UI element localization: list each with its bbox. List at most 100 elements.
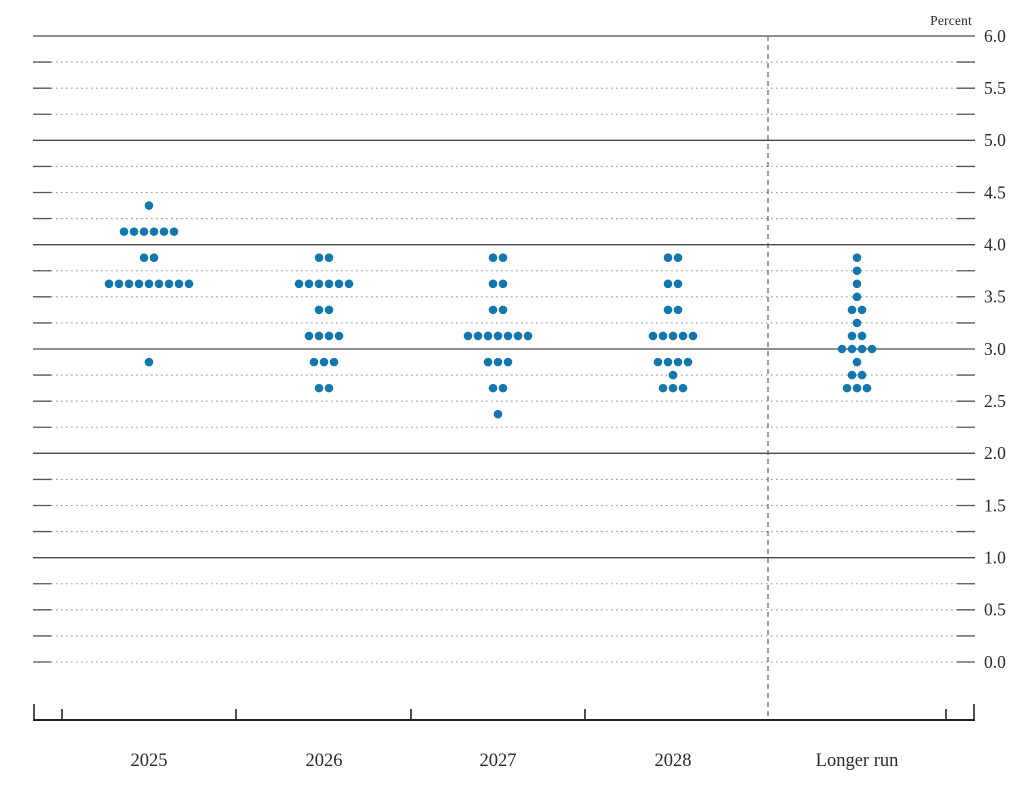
projection-dot: [134, 279, 144, 289]
projection-dot: [324, 253, 334, 263]
projection-dot: [493, 331, 503, 341]
y-axis-label: 3.5: [984, 287, 1006, 307]
projection-dot: [867, 344, 877, 354]
projection-dot: [314, 253, 324, 263]
projection-dot: [184, 279, 194, 289]
projection-dot: [688, 331, 698, 341]
projection-dot: [678, 383, 688, 393]
y-axis-label: 5.0: [984, 130, 1006, 150]
y-axis-label: 4.0: [984, 234, 1006, 254]
projection-dot: [324, 305, 334, 315]
projection-dot: [498, 253, 508, 263]
y-axis-label: 1.0: [984, 547, 1006, 567]
projection-dot: [668, 370, 678, 380]
projection-dot: [104, 279, 114, 289]
projection-dot: [329, 357, 339, 367]
projection-dot: [294, 279, 304, 289]
projection-dot: [314, 279, 324, 289]
projection-dot: [668, 383, 678, 393]
projection-dot: [498, 383, 508, 393]
projection-dot: [119, 227, 129, 236]
projection-dot: [857, 370, 867, 380]
projection-dot: [144, 279, 154, 289]
projection-dot: [144, 357, 154, 367]
projection-dot: [862, 383, 872, 393]
projection-dot: [847, 331, 857, 341]
projection-dot: [164, 279, 174, 289]
projection-dot: [683, 357, 693, 367]
projection-dot: [513, 331, 523, 341]
y-axis-label: 2.5: [984, 391, 1006, 411]
projection-dot: [334, 331, 344, 341]
projection-dot: [493, 357, 503, 367]
projection-dot: [498, 279, 508, 289]
projection-dot: [847, 370, 857, 380]
projection-dot: [488, 305, 498, 315]
projection-dot: [648, 331, 658, 341]
projection-dot: [304, 279, 314, 289]
projection-dot: [673, 279, 683, 289]
projection-dot: [673, 357, 683, 367]
y-axis-label: 1.5: [984, 495, 1006, 515]
projection-dot: [169, 227, 179, 236]
projection-dot: [144, 201, 154, 210]
projection-dot: [139, 253, 149, 263]
projection-dot: [174, 279, 184, 289]
projection-dot: [344, 279, 354, 289]
projection-dot: [488, 279, 498, 289]
projection-dot: [319, 357, 329, 367]
projection-dot: [488, 383, 498, 393]
projection-dot: [129, 227, 139, 236]
projection-dot: [304, 331, 314, 341]
projection-dot: [663, 253, 673, 263]
projection-dot: [324, 279, 334, 289]
projection-dot: [658, 383, 668, 393]
projection-dot: [847, 305, 857, 315]
projection-dot: [324, 383, 334, 393]
projection-dot: [857, 331, 867, 341]
projection-dot: [663, 279, 673, 289]
projection-dot: [842, 383, 852, 393]
x-axis-label: 2025: [131, 751, 168, 771]
x-axis-label: 2027: [480, 751, 517, 771]
projection-dot: [314, 383, 324, 393]
y-axis-label: 6.0: [984, 26, 1006, 46]
projection-dot: [837, 344, 847, 354]
projection-dot: [324, 331, 334, 341]
y-axis-label: 0.5: [984, 600, 1006, 620]
projection-dot: [114, 279, 124, 289]
projection-dot: [673, 305, 683, 315]
y-axis-label: 3.0: [984, 339, 1006, 359]
projection-dot: [154, 279, 164, 289]
projection-dot: [493, 409, 503, 419]
projection-dot: [473, 331, 483, 341]
projection-dot: [124, 279, 134, 289]
projection-dot: [314, 331, 324, 341]
projection-dot: [159, 227, 169, 236]
projection-dot: [663, 305, 673, 315]
projection-dot: [314, 305, 324, 315]
projection-dot: [847, 344, 857, 354]
projection-dot: [678, 331, 688, 341]
projection-dot: [658, 331, 668, 341]
projection-dot: [483, 357, 493, 367]
y-axis-label: 2.0: [984, 443, 1006, 463]
x-axis-label: 2028: [655, 751, 692, 771]
projection-dot: [852, 383, 862, 393]
projection-dot: [149, 227, 159, 236]
y-axis-label: 0.0: [984, 652, 1006, 672]
projection-dot: [673, 253, 683, 263]
projection-dot: [488, 253, 498, 263]
projection-dot: [523, 331, 533, 341]
y-axis-label: 5.5: [984, 78, 1006, 98]
projection-dot: [334, 279, 344, 289]
x-axis-label: 2026: [306, 751, 343, 771]
projection-dot: [498, 305, 508, 315]
projection-dot: [503, 331, 513, 341]
projection-dot: [857, 305, 867, 315]
projection-dot: [139, 227, 149, 236]
projection-dot: [852, 253, 862, 263]
projection-dot: [852, 266, 862, 276]
